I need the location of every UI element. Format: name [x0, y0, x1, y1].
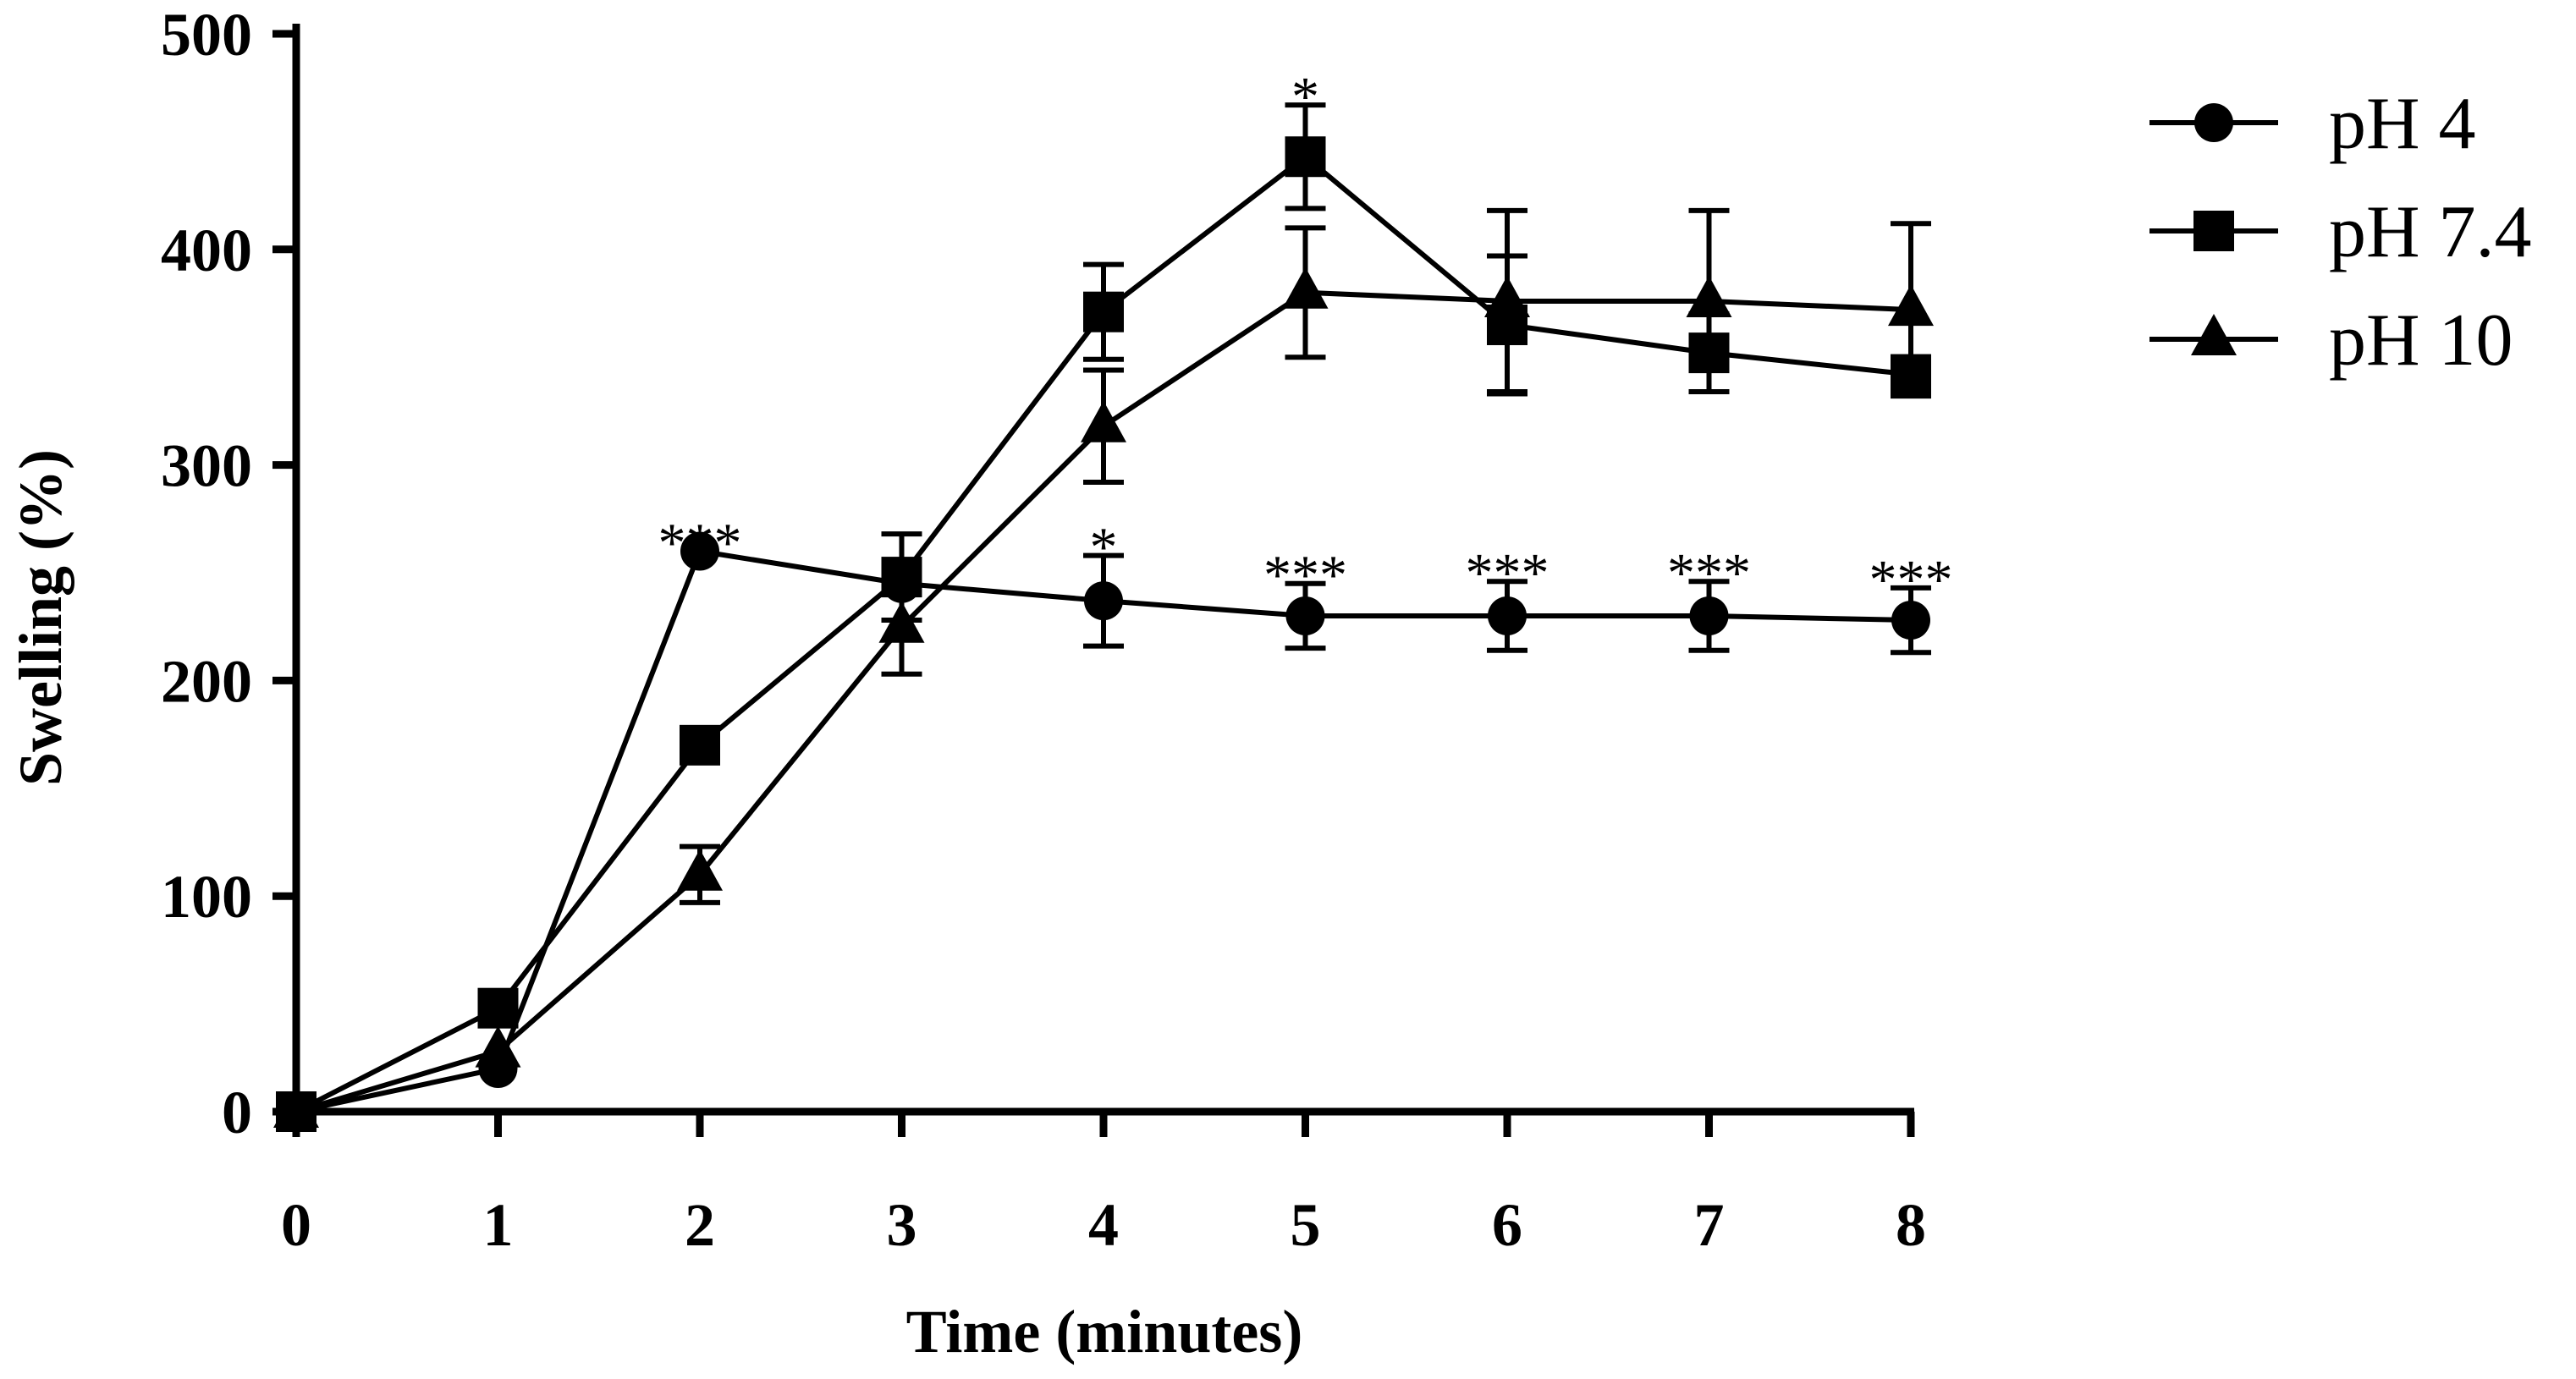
data-point-triangle: [878, 601, 925, 643]
data-point-circle: [1285, 596, 1325, 635]
data-point-circle: [1084, 581, 1123, 621]
data-point-triangle: [1282, 266, 1329, 309]
error-bars: [680, 102, 1931, 905]
significance-annotations: *** ***** *** *** ***: [658, 66, 1953, 611]
data-point-triangle: [1081, 400, 1126, 442]
y-tick-label: 200: [161, 647, 252, 715]
data-point-square: [1083, 291, 1124, 332]
data-point-circle: [478, 1049, 518, 1089]
data-point-circle: [1488, 596, 1527, 635]
y-tick-label: 500: [161, 1, 252, 69]
data-point-square: [1285, 136, 1326, 178]
legend-marker-triangle: [2191, 314, 2237, 355]
significance-label: ***: [1263, 545, 1347, 607]
x-tick-label: 3: [887, 1191, 917, 1259]
x-tick-label: 2: [685, 1191, 715, 1259]
x-tick-label: 8: [1896, 1191, 1926, 1259]
significance-label: ***: [1466, 542, 1549, 604]
data-point-square: [680, 724, 720, 766]
significance-label: ***: [1667, 542, 1751, 604]
legend-label: pH 4: [2329, 83, 2476, 165]
significance-label: *: [1090, 517, 1118, 579]
y-ticks: 0 100 200 300 400 500: [161, 1, 296, 1146]
significance-label: ***: [1869, 549, 1953, 611]
series-markers: [273, 136, 1934, 1132]
x-ticks: 0 1 2 3 4 5 6 7 8: [281, 1112, 1926, 1259]
data-point-square: [1487, 304, 1527, 345]
data-point-circle: [882, 563, 922, 603]
legend-marker-circle: [2194, 103, 2233, 142]
legend-label: pH 10: [2329, 299, 2513, 382]
data-point-triangle: [677, 849, 723, 891]
y-axis-title: Swelling (%): [7, 449, 74, 786]
data-point-square: [477, 987, 519, 1029]
x-tick-label: 1: [483, 1191, 514, 1259]
data-point-circle: [277, 1092, 316, 1131]
y-tick-label: 300: [161, 432, 252, 500]
legend-marker-square: [2193, 211, 2234, 251]
legend: pH 4 pH 7.4 pH 10: [2149, 83, 2532, 382]
legend-label: pH 7.4: [2329, 191, 2532, 273]
y-tick-label: 0: [222, 1079, 252, 1146]
data-point-circle: [680, 531, 719, 571]
y-tick-label: 400: [161, 217, 252, 284]
x-tick-label: 0: [281, 1191, 311, 1259]
data-point-square: [1688, 332, 1730, 374]
data-point-triangle: [1686, 275, 1732, 317]
x-tick-label: 4: [1088, 1191, 1119, 1259]
x-tick-label: 5: [1291, 1191, 1321, 1259]
x-tick-label: 7: [1694, 1191, 1725, 1259]
data-point-square: [1891, 354, 1931, 395]
data-point-circle: [1891, 601, 1930, 640]
x-axis-title: Time (minutes): [906, 1298, 1303, 1365]
y-tick-label: 100: [161, 863, 252, 931]
x-tick-label: 6: [1492, 1191, 1522, 1259]
significance-label: *: [1291, 66, 1319, 128]
significance-label: ***: [658, 513, 742, 574]
data-point-triangle: [1888, 284, 1934, 327]
data-point-circle: [1689, 596, 1729, 635]
